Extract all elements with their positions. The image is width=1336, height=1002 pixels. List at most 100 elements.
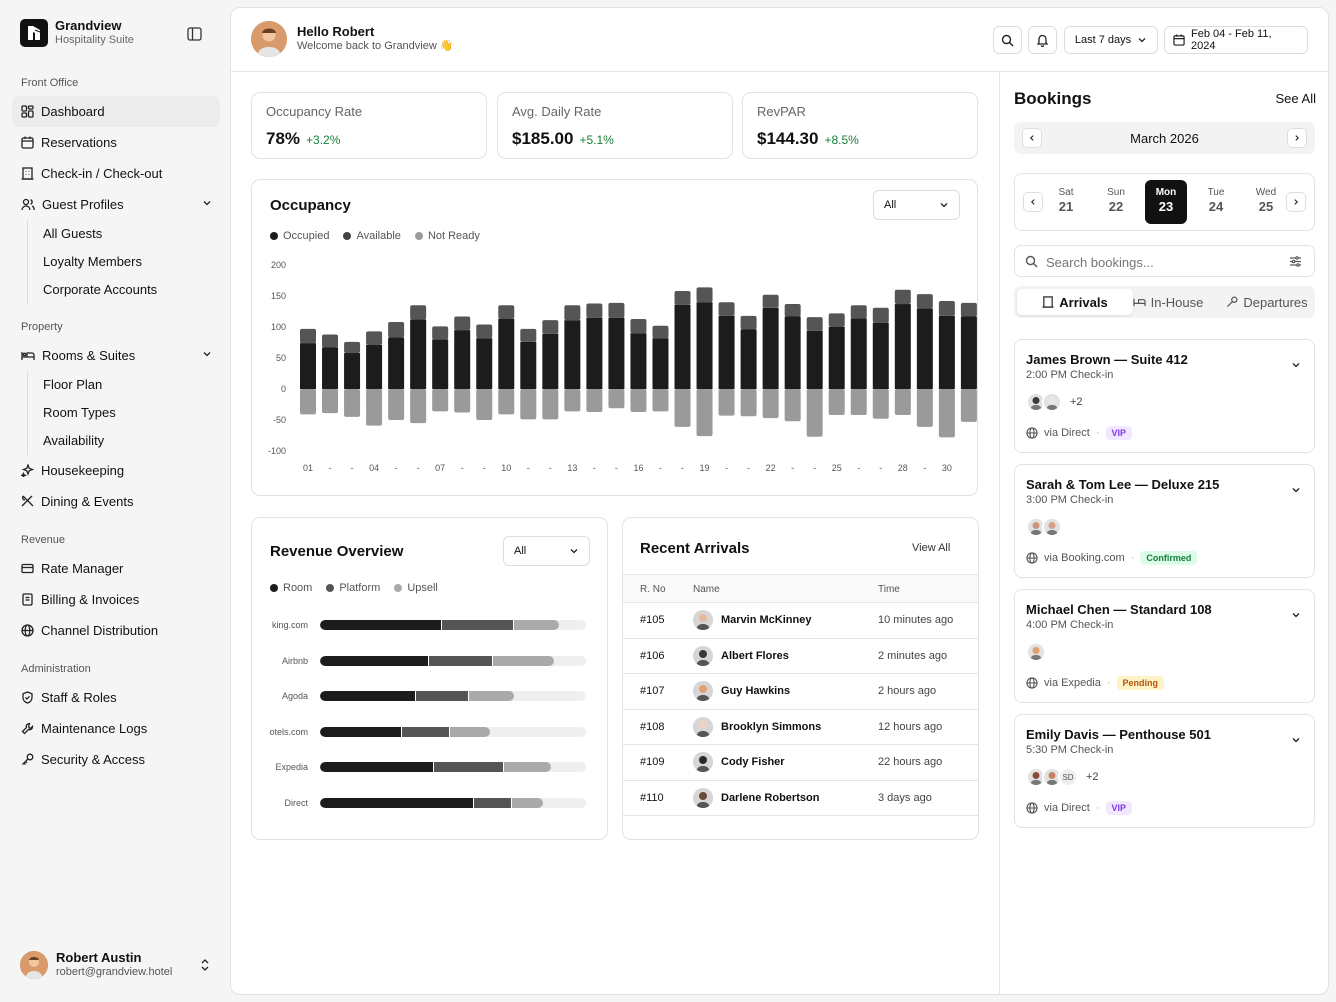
bar-not-ready [388,322,405,338]
bar-occupied [520,341,537,389]
tab-arrivals[interactable]: Arrivals [1017,289,1133,315]
sidebar-subitem-all-guests[interactable]: All Guests [43,226,103,241]
booking-time: 3:00 PM Check-in [1026,494,1114,506]
chevron-down-icon[interactable] [1291,610,1301,620]
range-select[interactable]: Last 7 days [1064,26,1158,54]
sidebar-subitem-floor-plan[interactable]: Floor Plan [43,377,103,392]
month-nav: March 2026 [1014,122,1315,154]
brand[interactable]: Grandview Hospitality Suite [20,19,134,47]
table-row[interactable]: #105 Marvin McKinney 10 minutes ago [623,603,978,639]
user-menu[interactable]: Robert Austin robert@grandview.hotel [20,951,210,979]
day-cell-wed[interactable]: Wed 25 [1245,180,1287,224]
guest-name: Marvin McKinney [721,614,812,627]
revenue-filter[interactable]: All [503,536,590,566]
kpi-card: RevPAR $144.30 +8.5% [742,92,978,159]
tab-departures[interactable]: Departures [1219,289,1315,315]
next-month-button[interactable] [1287,128,1307,148]
search-input[interactable] [1046,252,1276,272]
chevron-down-icon[interactable] [202,349,212,359]
sidebar: Grandview Hospitality Suite Front Office… [0,0,230,1002]
chevron-down-icon[interactable] [202,198,212,208]
booking-card[interactable]: James Brown — Suite 412 2:00 PM Check-in +… [1014,339,1315,453]
notifications-button[interactable] [1028,26,1057,54]
avatar [1026,642,1046,662]
booking-card[interactable]: Emily Davis — Penthouse 501 5:30 PM Check… [1014,714,1315,828]
see-all-link[interactable]: See All [1275,91,1316,106]
shield-icon [21,691,34,704]
bar-available [410,389,427,424]
building-icon [21,167,34,180]
x-tick-label: - [923,463,926,473]
sidebar-item-guest-profiles[interactable]: Guest Profiles [12,189,220,220]
occupancy-filter[interactable]: All [873,190,960,220]
filter-icon[interactable] [1289,255,1302,268]
chevron-down-icon[interactable] [1291,360,1301,370]
sidebar-toggle-icon[interactable] [187,27,202,41]
chevron-left-icon [1029,198,1037,206]
view-all-link[interactable]: View All [912,542,951,554]
sidebar-subitem-room-types[interactable]: Room Types [43,405,116,420]
guest-avatars: +2 [1026,392,1083,412]
sidebar-subitem-loyalty[interactable]: Loyalty Members [43,254,142,269]
sidebar-item-housekeeping[interactable]: Housekeeping [12,455,220,486]
sidebar-item-dashboard[interactable]: Dashboard [12,96,220,127]
next-days-button[interactable] [1286,192,1306,212]
booking-card[interactable]: Sarah & Tom Lee — Deluxe 215 3:00 PM Chec… [1014,464,1315,578]
arrival-time: 3 days ago [878,791,932,804]
bar-occupied [586,317,603,389]
table-header: R. No Name Time [623,574,978,603]
sidebar-item-channel[interactable]: Channel Distribution [12,615,220,646]
sidebar-subitem-corporate[interactable]: Corporate Accounts [43,282,158,297]
sidebar-item-staff[interactable]: Staff & Roles [12,682,220,713]
bar-not-ready [300,328,316,344]
table-row[interactable]: #109 Cody Fisher 22 hours ago [623,745,978,781]
bar-not-ready [410,305,427,320]
sidebar-nav: Front Office Dashboard Reservations Chec… [12,70,220,775]
sidebar-item-checkin[interactable]: Check-in / Check-out [12,158,220,189]
day-cell-sun[interactable]: Sun 22 [1095,180,1137,224]
sidebar-item-security[interactable]: Security & Access [12,744,220,775]
bar-not-ready [344,341,361,354]
sidebar-item-reservations[interactable]: Reservations [12,127,220,158]
separator-dot: · [1095,427,1100,439]
bar-occupied [916,308,933,389]
kpi-label: RevPAR [757,104,806,119]
sidebar-item-rate-manager[interactable]: Rate Manager [12,553,220,584]
prev-month-button[interactable] [1022,128,1042,148]
prev-days-button[interactable] [1023,192,1043,212]
sidebar-subitem-availability[interactable]: Availability [43,433,105,448]
kpi-label: Avg. Daily Rate [512,104,602,119]
table-row[interactable]: #107 Guy Hawkins 2 hours ago [623,674,978,710]
kpi-value: $144.30 [757,129,819,148]
day-cell-sat[interactable]: Sat 21 [1045,180,1087,224]
recent-arrivals-card: Recent Arrivals View All R. No Name Time… [622,517,979,840]
day-cell-tue[interactable]: Tue 24 [1195,180,1237,224]
bar-not-ready [542,320,559,334]
bar-occupied [608,317,625,389]
sidebar-item-billing[interactable]: Billing & Invoices [12,584,220,615]
bar-not-ready [586,303,603,318]
tab-in-house[interactable]: In-House [1126,289,1210,315]
booking-card[interactable]: Michael Chen — Standard 108 4:00 PM Check… [1014,589,1315,703]
day-cell-mon[interactable]: Mon 23 [1145,180,1187,224]
booking-title: Emily Davis — Penthouse 501 [1026,727,1211,742]
table-row[interactable]: #106 Albert Flores 2 minutes ago [623,639,978,674]
x-tick-label: - [483,463,486,473]
y-tick-label: -50 [273,415,286,425]
chevron-up-down-icon[interactable] [200,958,210,972]
booking-search[interactable] [1014,245,1315,277]
topbar: Hello Robert Welcome back to Grandview 👋… [231,8,1328,72]
sidebar-item-dining[interactable]: Dining & Events [12,486,220,517]
bar-not-ready [630,318,647,334]
search-button[interactable] [993,26,1022,54]
table-row[interactable]: #110 Darlene Robertson 3 days ago [623,781,978,816]
guest-name: Brooklyn Simmons [721,720,822,733]
sidebar-item-rooms[interactable]: Rooms & Suites [12,340,220,371]
chevron-down-icon[interactable] [1291,485,1301,495]
chevron-down-icon[interactable] [1291,735,1301,745]
bar-occupied [850,318,867,389]
date-range-picker[interactable]: Feb 04 - Feb 11, 2024 [1164,26,1308,54]
table-row[interactable]: #108 Brooklyn Simmons 12 hours ago [623,710,978,745]
sidebar-item-maintenance[interactable]: Maintenance Logs [12,713,220,744]
bar-not-ready [960,302,977,317]
